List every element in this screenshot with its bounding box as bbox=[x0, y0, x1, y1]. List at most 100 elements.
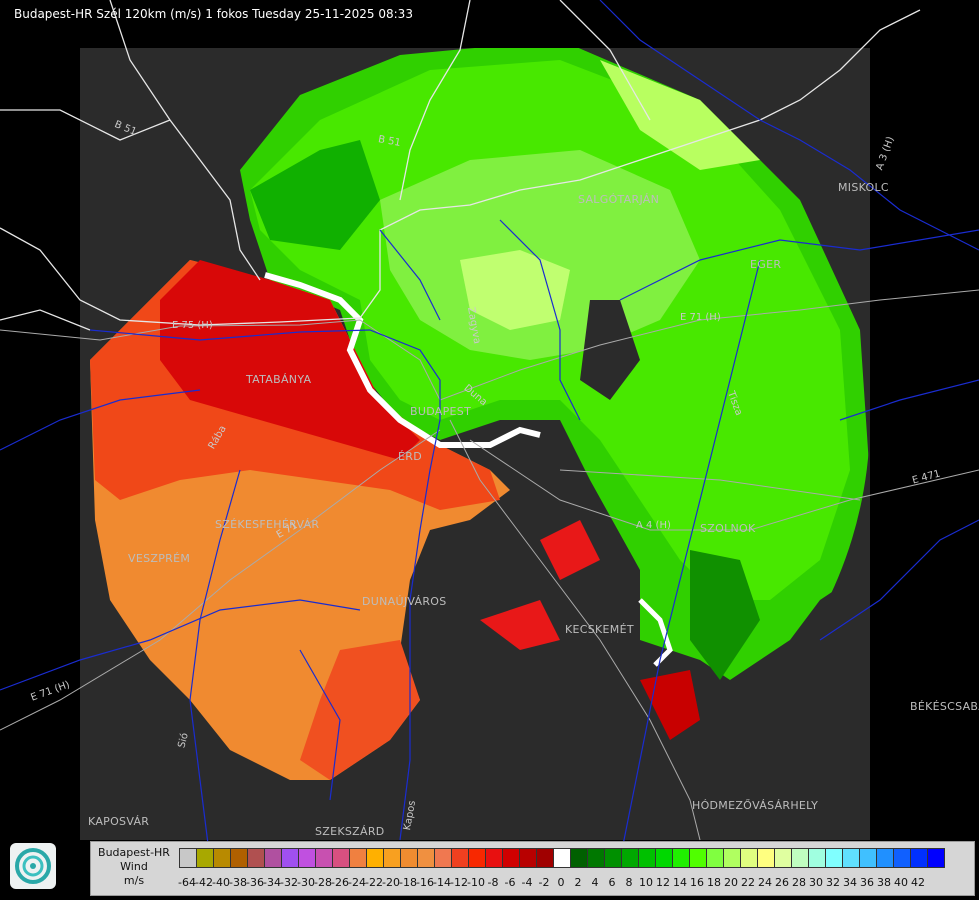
legend-swatch bbox=[502, 848, 520, 868]
legend-tick: 0 bbox=[557, 876, 565, 889]
legend-swatch bbox=[536, 848, 554, 868]
road-label: E 71 (H) bbox=[680, 312, 721, 323]
legend-tick: 24 bbox=[758, 876, 772, 889]
legend-swatch bbox=[468, 848, 486, 868]
legend-tick: -16 bbox=[416, 876, 434, 889]
city-label: BÉKÉSCSABA bbox=[910, 700, 979, 713]
city-label: ÉRD bbox=[398, 450, 422, 463]
legend-swatch bbox=[570, 848, 588, 868]
legend-tick: -38 bbox=[229, 876, 247, 889]
legend-swatch bbox=[247, 848, 265, 868]
legend-tick: 8 bbox=[625, 876, 633, 889]
legend-swatch bbox=[281, 848, 299, 868]
legend-tick: -34 bbox=[263, 876, 281, 889]
city-label: TATABÁNYA bbox=[246, 373, 312, 386]
legend-swatch bbox=[485, 848, 503, 868]
road-label: A 4 (H) bbox=[636, 520, 671, 531]
legend-tick: 12 bbox=[656, 876, 670, 889]
city-label: KECSKEMÉT bbox=[565, 623, 634, 636]
legend-tick: 16 bbox=[690, 876, 704, 889]
legend-tick: 32 bbox=[826, 876, 840, 889]
legend-swatch bbox=[689, 848, 707, 868]
swirl-icon bbox=[15, 848, 51, 884]
legend-tick: 6 bbox=[608, 876, 616, 889]
legend-tick: -24 bbox=[348, 876, 366, 889]
city-label: MISKOLC bbox=[838, 181, 889, 194]
legend-swatch bbox=[383, 848, 401, 868]
legend-swatch bbox=[672, 848, 690, 868]
legend-swatch bbox=[723, 848, 741, 868]
legend-title: Budapest-HR Wind m/s bbox=[98, 846, 170, 887]
legend-swatch bbox=[179, 848, 197, 868]
legend-swatch bbox=[655, 848, 673, 868]
legend-swatch bbox=[893, 848, 911, 868]
legend-tick: 42 bbox=[911, 876, 925, 889]
legend-swatch bbox=[417, 848, 435, 868]
legend-swatch bbox=[230, 848, 248, 868]
legend-tick: -20 bbox=[382, 876, 400, 889]
legend-swatch bbox=[298, 848, 316, 868]
legend-tick: -40 bbox=[212, 876, 230, 889]
legend-swatch bbox=[910, 848, 928, 868]
legend-tick: -10 bbox=[467, 876, 485, 889]
legend-tick: -42 bbox=[195, 876, 213, 889]
legend-swatch bbox=[315, 848, 333, 868]
legend-tick: -36 bbox=[246, 876, 264, 889]
city-label: BUDAPEST bbox=[410, 405, 472, 418]
city-label: SALGÓTARJÁN bbox=[578, 193, 660, 206]
city-label: SZÉKESFEHÉRVÁR bbox=[215, 518, 320, 531]
city-label: EGER bbox=[750, 258, 782, 271]
city-label: HÓDMEZŐVÁSÁRHELY bbox=[692, 799, 819, 812]
legend-tick: -14 bbox=[433, 876, 451, 889]
legend-swatch bbox=[519, 848, 537, 868]
road-label: E 75 (H) bbox=[172, 320, 213, 331]
map-title: Budapest-HR Szél 120km (m/s) 1 fokos Tue… bbox=[14, 7, 413, 21]
legend-tick: -32 bbox=[280, 876, 298, 889]
rivers bbox=[0, 0, 979, 861]
legend-swatch bbox=[740, 848, 758, 868]
legend-tick: 34 bbox=[843, 876, 857, 889]
legend-tick: 28 bbox=[792, 876, 806, 889]
roads bbox=[0, 289, 979, 841]
legend-tick: -18 bbox=[399, 876, 417, 889]
legend-tick: 10 bbox=[639, 876, 653, 889]
legend-swatch bbox=[604, 848, 622, 868]
legend-tick: -2 bbox=[538, 876, 550, 889]
legend-swatch bbox=[400, 848, 418, 868]
legend-swatch bbox=[859, 848, 877, 868]
city-label: KAPOSVÁR bbox=[88, 815, 150, 828]
city-label: SZEKSZÁRD bbox=[315, 825, 385, 838]
city-label: DUNAÚJVÁROS bbox=[362, 595, 447, 608]
legend-tick: -30 bbox=[297, 876, 315, 889]
legend-tick: 2 bbox=[574, 876, 582, 889]
legend-swatch bbox=[553, 848, 571, 868]
legend-swatch bbox=[621, 848, 639, 868]
legend-swatch bbox=[757, 848, 775, 868]
city-label: VESZPRÉM bbox=[128, 552, 191, 565]
legend-swatch bbox=[451, 848, 469, 868]
legend-swatch bbox=[791, 848, 809, 868]
legend-tick: 30 bbox=[809, 876, 823, 889]
legend-swatches bbox=[179, 848, 945, 870]
legend-tick: 14 bbox=[673, 876, 687, 889]
legend-swatch bbox=[196, 848, 214, 868]
legend-swatch bbox=[825, 848, 843, 868]
legend-swatch bbox=[876, 848, 894, 868]
legend-tick: 40 bbox=[894, 876, 908, 889]
legend-tick: -28 bbox=[314, 876, 332, 889]
legend-tick: 22 bbox=[741, 876, 755, 889]
city-label: SZOLNOK bbox=[700, 522, 756, 535]
legend-swatch bbox=[264, 848, 282, 868]
legend-tick: 4 bbox=[591, 876, 599, 889]
legend-tick: -22 bbox=[365, 876, 383, 889]
legend-tick: -64 bbox=[178, 876, 196, 889]
legend-tick: 18 bbox=[707, 876, 721, 889]
legend-swatch bbox=[808, 848, 826, 868]
legend-swatch bbox=[366, 848, 384, 868]
legend-tick: -12 bbox=[450, 876, 468, 889]
legend-tick: -8 bbox=[487, 876, 499, 889]
legend-swatch bbox=[332, 848, 350, 868]
legend-tick: 36 bbox=[860, 876, 874, 889]
legend-swatch bbox=[213, 848, 231, 868]
